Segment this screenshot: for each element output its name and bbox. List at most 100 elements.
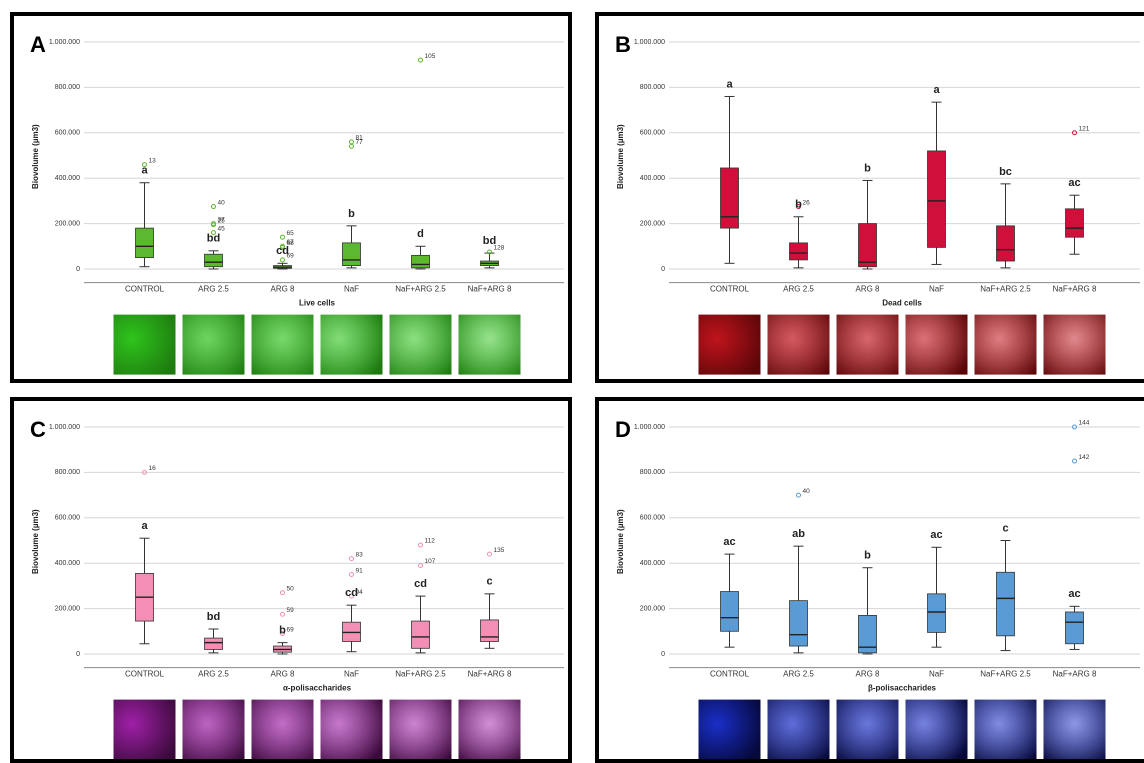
significance-letter: c xyxy=(1002,522,1008,534)
y-tick-label: 800.000 xyxy=(640,84,665,91)
significance-letter: a xyxy=(141,520,148,532)
box xyxy=(997,572,1015,636)
box xyxy=(859,224,877,267)
micrograph xyxy=(183,700,245,760)
significance-letter: bc xyxy=(999,166,1012,178)
micrograph xyxy=(252,315,314,375)
box xyxy=(790,243,808,260)
box xyxy=(790,601,808,646)
micrograph xyxy=(321,700,383,760)
outlier-label: 16 xyxy=(149,465,157,472)
micrograph xyxy=(768,315,830,375)
micrograph xyxy=(114,700,176,760)
outlier xyxy=(1073,459,1077,463)
outlier xyxy=(350,557,354,561)
significance-letter: bd xyxy=(483,235,496,247)
box xyxy=(136,228,154,258)
micrograph xyxy=(975,315,1037,375)
y-tick-label: 200.000 xyxy=(640,605,665,612)
micrograph xyxy=(459,700,521,760)
x-tick-label: NaF+ARG 8 xyxy=(1053,285,1097,294)
x-tick-label: ARG 2.5 xyxy=(783,285,814,294)
micrograph xyxy=(699,700,761,760)
outlier xyxy=(419,543,423,547)
x-tick-label: NaF xyxy=(929,670,944,679)
panel: DBiovolume (µm3)0200.000400.000600.00080… xyxy=(595,397,1144,763)
y-tick-label: 1.000.000 xyxy=(49,39,80,46)
outlier-label: 65 xyxy=(287,230,295,237)
micrograph xyxy=(114,315,176,375)
outlier xyxy=(212,205,216,209)
x-tick-label: CONTROL xyxy=(125,285,165,294)
box xyxy=(928,151,946,247)
significance-letter: a xyxy=(141,165,148,177)
significance-letter: b xyxy=(279,625,286,637)
significance-letter: b xyxy=(864,162,871,174)
x-tick-label: ARG 8 xyxy=(270,285,295,294)
y-axis-label: Biovolume (µm3) xyxy=(616,509,625,574)
y-tick-label: 0 xyxy=(76,651,80,658)
micrograph xyxy=(183,315,245,375)
outlier xyxy=(350,140,354,144)
x-axis-label: α-polisaccharides xyxy=(283,684,352,693)
x-tick-label: ARG 8 xyxy=(270,670,295,679)
panel-letter: B xyxy=(615,32,631,57)
box xyxy=(343,243,361,266)
figure: A Biovolume (µm3) 0 200.000 400.000 600.000 80… xyxy=(0,0,1144,763)
outlier xyxy=(281,258,285,262)
x-tick-label: NaF xyxy=(344,285,359,294)
outlier xyxy=(350,573,354,577)
y-tick-label: 600.000 xyxy=(640,130,665,137)
outlier-label: 121 xyxy=(1079,126,1090,133)
y-tick-label: 400.000 xyxy=(640,175,665,182)
y-tick-label: 400.000 xyxy=(55,175,80,182)
micrograph xyxy=(837,700,899,760)
y-tick-label: 0 xyxy=(661,266,665,273)
x-axis-label: Dead cells xyxy=(882,299,922,308)
outlier xyxy=(488,552,492,556)
outlier-label: 13 xyxy=(149,157,157,164)
x-tick-label: ARG 2.5 xyxy=(198,285,229,294)
outlier xyxy=(281,612,285,616)
y-tick-label: 1.000.000 xyxy=(49,424,80,431)
significance-letter: ac xyxy=(1068,177,1080,189)
outlier-label: 112 xyxy=(425,538,436,545)
x-tick-label: NaF+ARG 2.5 xyxy=(980,285,1031,294)
box xyxy=(205,638,223,649)
x-tick-label: CONTROL xyxy=(710,670,750,679)
micrograph xyxy=(699,315,761,375)
significance-letter: cd xyxy=(276,245,289,257)
y-tick-label: 1.000.000 xyxy=(634,424,665,431)
panel-letter: A xyxy=(30,32,46,57)
x-tick-label: ARG 8 xyxy=(855,670,880,679)
y-tick-label: 600.000 xyxy=(55,130,80,137)
outlier-label: 144 xyxy=(1079,420,1090,427)
box xyxy=(721,168,739,228)
micrograph xyxy=(321,315,383,375)
micrograph xyxy=(906,700,968,760)
outlier xyxy=(281,235,285,239)
significance-letter: bd xyxy=(207,611,220,623)
significance-letter: ab xyxy=(792,528,805,540)
box xyxy=(721,592,739,632)
y-tick-label: 1.000.000 xyxy=(634,39,665,46)
outlier-label: 83 xyxy=(356,551,364,558)
y-tick-label: 200.000 xyxy=(640,220,665,227)
significance-letter: a xyxy=(933,84,940,96)
outlier-label: 25 xyxy=(218,217,226,224)
x-tick-label: CONTROL xyxy=(710,285,750,294)
outlier-label: 142 xyxy=(1079,454,1090,461)
panel-letter: D xyxy=(615,417,631,442)
outlier xyxy=(281,591,285,595)
y-tick-label: 800.000 xyxy=(640,469,665,476)
outlier-label: 107 xyxy=(425,558,436,565)
y-tick-label: 800.000 xyxy=(55,84,80,91)
y-tick-label: 600.000 xyxy=(55,515,80,522)
micrograph xyxy=(1044,315,1106,375)
outlier xyxy=(419,563,423,567)
micrograph xyxy=(906,315,968,375)
panel-letter: C xyxy=(30,417,46,442)
